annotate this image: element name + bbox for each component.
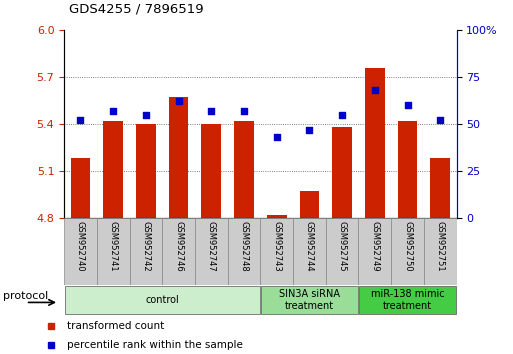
Text: GSM952743: GSM952743 [272, 221, 281, 272]
Text: GSM952751: GSM952751 [436, 221, 445, 272]
Text: GSM952748: GSM952748 [240, 221, 248, 272]
Bar [169, 97, 188, 218]
Text: GSM952740: GSM952740 [76, 221, 85, 272]
Text: percentile rank within the sample: percentile rank within the sample [67, 341, 243, 350]
Text: GSM952742: GSM952742 [142, 221, 150, 272]
Text: GSM952746: GSM952746 [174, 221, 183, 272]
Point [240, 108, 248, 114]
Text: transformed count: transformed count [67, 321, 164, 331]
Point [272, 134, 281, 140]
Bar [359, 286, 456, 314]
Text: protocol: protocol [3, 291, 48, 301]
Bar [195, 218, 228, 285]
Bar [97, 218, 130, 285]
Bar [332, 127, 352, 218]
Text: GSM952747: GSM952747 [207, 221, 216, 272]
Point [436, 117, 444, 123]
Bar [103, 121, 123, 218]
Bar [162, 218, 195, 285]
Point [207, 108, 215, 114]
Bar [260, 218, 293, 285]
Text: GSM952744: GSM952744 [305, 221, 314, 272]
Point [174, 98, 183, 104]
Bar [234, 121, 254, 218]
Point [338, 112, 346, 118]
Point [142, 112, 150, 118]
Text: GSM952745: GSM952745 [338, 221, 347, 272]
Bar [326, 218, 359, 285]
Bar [359, 218, 391, 285]
Bar [398, 121, 417, 218]
Bar [293, 218, 326, 285]
Bar [228, 218, 261, 285]
Bar [65, 286, 260, 314]
Text: control: control [145, 295, 179, 305]
Bar [261, 286, 358, 314]
Bar [129, 218, 162, 285]
Text: GSM952749: GSM952749 [370, 221, 379, 272]
Point [403, 102, 411, 108]
Point [76, 117, 85, 123]
Bar [71, 158, 90, 218]
Bar [430, 158, 450, 218]
Text: GDS4255 / 7896519: GDS4255 / 7896519 [69, 3, 204, 16]
Bar [136, 124, 155, 218]
Bar [424, 218, 457, 285]
Bar [202, 124, 221, 218]
Text: GSM952750: GSM952750 [403, 221, 412, 272]
Point [371, 87, 379, 93]
Bar [64, 218, 97, 285]
Bar [300, 191, 319, 218]
Bar [365, 68, 385, 218]
Bar [267, 215, 286, 218]
Point [109, 108, 117, 114]
Text: SIN3A siRNA
treatment: SIN3A siRNA treatment [279, 289, 340, 311]
Text: miR-138 mimic
treatment: miR-138 mimic treatment [371, 289, 444, 311]
Point [305, 127, 313, 132]
Text: GSM952741: GSM952741 [109, 221, 117, 272]
Bar [391, 218, 424, 285]
